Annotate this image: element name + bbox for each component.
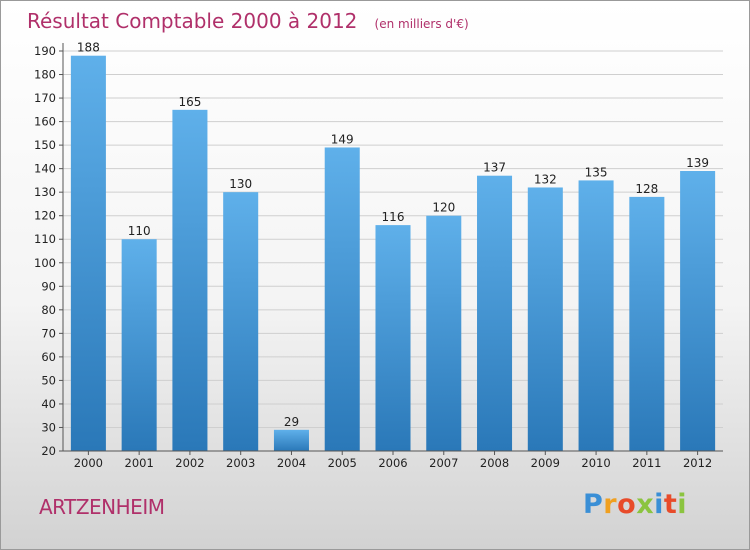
proxiti-logo: Proxiti <box>583 489 687 520</box>
bar-2010 <box>578 180 614 452</box>
logo-letter: r <box>603 489 618 520</box>
y-tick-label: 70 <box>41 326 56 340</box>
x-tick-label-2011: 2011 <box>632 456 661 470</box>
axes: 20 30 40 50 60 70 80 90 100 110 120 130 140 150 160 170… <box>34 43 723 470</box>
place-name: ARTZENHEIM <box>39 495 165 519</box>
bar-2000 <box>70 55 106 452</box>
y-tick-label: 30 <box>41 420 56 434</box>
y-tick-label: 180 <box>34 68 56 82</box>
value-label-2008: 137 <box>483 161 506 175</box>
chart-title: Résultat Comptable 2000 à 2012 <box>27 9 357 33</box>
bars: 188 110 165 130 29 149 116 120 137 132 135 128 139 <box>70 41 716 452</box>
value-label-2002: 165 <box>178 95 201 109</box>
bar-2009 <box>527 187 563 451</box>
x-tick-label-2000: 2000 <box>74 456 103 470</box>
y-tick-label: 90 <box>41 279 56 293</box>
y-tick-label: 140 <box>34 162 56 176</box>
y-tick-label: 20 <box>41 444 56 458</box>
y-tick-label: 80 <box>41 303 56 317</box>
bar-2011 <box>629 196 665 451</box>
chart-unit-note: (en milliers d'€) <box>375 17 469 31</box>
y-tick-label: 160 <box>34 115 56 129</box>
y-tick-label: 100 <box>34 256 56 270</box>
x-tick-label-2009: 2009 <box>531 456 560 470</box>
value-label-2001: 110 <box>128 224 151 238</box>
y-tick-label: 50 <box>41 373 56 387</box>
value-label-2009: 132 <box>534 172 557 186</box>
x-tick-label-2006: 2006 <box>378 456 407 470</box>
bar-2003 <box>223 192 259 452</box>
x-tick-label-2007: 2007 <box>429 456 458 470</box>
y-tick-label: 190 <box>34 44 56 58</box>
bar-2007 <box>426 215 462 451</box>
logo-letter: t <box>663 489 678 520</box>
chart-title-wrap: Résultat Comptable 2000 à 2012 (en milli… <box>27 9 469 33</box>
bar-2004 <box>273 429 309 451</box>
bar-2012 <box>680 171 716 451</box>
value-label-2010: 135 <box>585 165 608 179</box>
value-label-2006: 116 <box>382 210 405 224</box>
y-tick-label: 130 <box>34 185 56 199</box>
bar-2005 <box>324 147 360 451</box>
x-tick-label-2010: 2010 <box>581 456 610 470</box>
value-label-2007: 120 <box>432 201 455 215</box>
value-label-2011: 128 <box>635 182 658 196</box>
logo-letter: P <box>583 489 604 520</box>
x-tick-label-2003: 2003 <box>226 456 255 470</box>
x-tick-label-2012: 2012 <box>683 456 712 470</box>
y-tick-label: 170 <box>34 91 56 105</box>
logo-letter: i <box>677 489 688 520</box>
y-tick-label: 150 <box>34 138 56 152</box>
logo-letter: i <box>654 489 664 520</box>
bar-2002 <box>172 109 208 451</box>
bar-2001 <box>121 239 157 451</box>
logo-letter: o <box>617 489 637 520</box>
bar-2006 <box>375 225 411 451</box>
value-label-2004: 29 <box>284 415 299 429</box>
y-tick-label: 110 <box>34 232 56 246</box>
value-label-2012: 139 <box>686 156 709 170</box>
value-label-2000: 188 <box>77 41 100 55</box>
y-tick-label: 40 <box>41 397 56 411</box>
x-tick-label-2008: 2008 <box>480 456 509 470</box>
logo-letter: x <box>636 489 655 520</box>
value-label-2005: 149 <box>331 132 354 146</box>
y-tick-label: 60 <box>41 350 56 364</box>
x-tick-label-2005: 2005 <box>328 456 357 470</box>
x-tick-label-2001: 2001 <box>125 456 154 470</box>
y-tick-label: 120 <box>34 209 56 223</box>
value-label-2003: 130 <box>229 177 252 191</box>
bar-2008 <box>477 175 513 452</box>
x-tick-label-2002: 2002 <box>175 456 204 470</box>
x-tick-label-2004: 2004 <box>277 456 306 470</box>
